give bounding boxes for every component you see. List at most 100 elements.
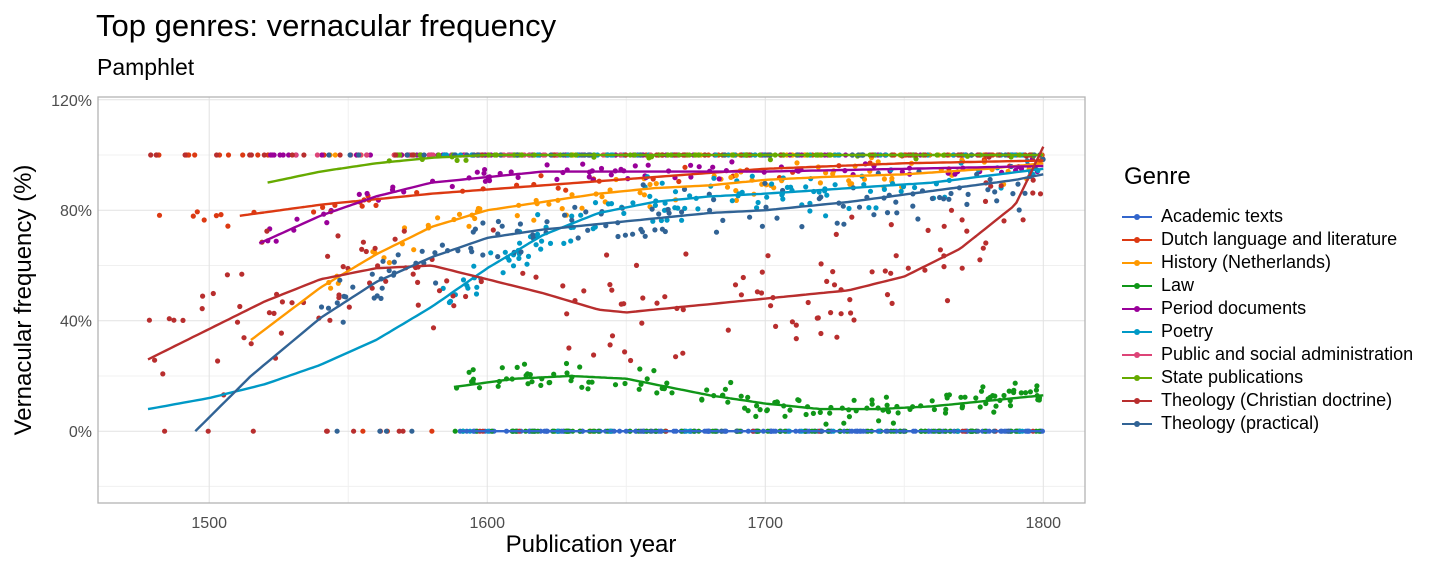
legend-item-state-publications: State publications: [1122, 366, 1303, 389]
poetry-point: [488, 250, 494, 256]
poetry-point: [873, 205, 879, 211]
law-point: [1033, 387, 1039, 393]
dutch-language-and-literature-point: [213, 213, 219, 219]
state-publications-fit-line: [267, 153, 1044, 184]
theology-practical-point: [630, 231, 636, 237]
state-publications-point: [454, 157, 460, 163]
poetry-point: [621, 210, 627, 216]
theology-practical-point: [992, 189, 998, 195]
y-tick-label: 40%: [60, 314, 92, 331]
theology-practical-point: [774, 215, 780, 221]
theology-christian-doctrine-point: [444, 278, 450, 284]
law-point: [782, 413, 788, 419]
poetry-point: [749, 173, 755, 179]
history-netherlands-point: [514, 213, 520, 219]
history-netherlands-point: [569, 192, 575, 198]
theology-christian-doctrine-point: [834, 334, 840, 340]
theology-christian-doctrine-point: [683, 251, 689, 257]
period-documents-point: [482, 178, 488, 184]
legend-item-theology-practical: Theology (practical): [1122, 412, 1319, 435]
poetry-point: [538, 246, 544, 252]
dutch-language-and-literature-point: [311, 209, 317, 215]
history-netherlands-point: [411, 247, 417, 253]
theology-christian-doctrine-point: [199, 306, 205, 312]
theology-practical-point: [495, 218, 501, 225]
theology-practical-point: [615, 233, 621, 240]
law-point: [885, 409, 892, 415]
law-point: [973, 395, 979, 401]
period-documents-point: [632, 163, 638, 169]
law-point: [978, 388, 985, 394]
theology-christian-doctrine-point: [224, 272, 230, 278]
theology-practical-point: [432, 250, 438, 256]
history-netherlands-point: [647, 181, 653, 188]
history-netherlands-point: [475, 205, 481, 212]
theology-christian-doctrine-point: [847, 297, 853, 303]
law-point: [846, 414, 853, 420]
dutch-language-and-literature-point: [192, 152, 198, 158]
theology-practical-point: [639, 229, 646, 235]
law-point: [564, 370, 570, 376]
theology-christian-doctrine-point: [266, 310, 272, 316]
theology-practical-point: [622, 232, 629, 238]
x-tick-label: 1600: [469, 515, 505, 532]
theology-practical-point: [640, 182, 646, 188]
theology-practical-point: [665, 206, 671, 213]
legend-key: [1122, 299, 1152, 319]
law-point: [589, 379, 595, 385]
legend-item-law: Law: [1122, 274, 1194, 297]
dutch-language-and-literature-point: [225, 152, 232, 158]
theology-practical-point: [325, 305, 332, 311]
theology-christian-doctrine-point: [833, 231, 839, 237]
period-documents-point: [598, 165, 605, 172]
theology-practical-point: [356, 152, 362, 158]
theology-christian-doctrine-point: [214, 152, 220, 158]
law-point: [817, 409, 823, 415]
law-point: [523, 372, 529, 379]
poetry-point: [912, 184, 918, 191]
theology-christian-doctrine-point: [325, 253, 331, 259]
theology-practical-point: [472, 226, 478, 232]
law-point: [636, 386, 642, 392]
theology-practical-point: [1015, 181, 1021, 187]
theology-christian-doctrine-point: [959, 265, 965, 271]
law-point: [869, 401, 875, 407]
public-and-social-administration-point: [314, 152, 320, 158]
history-netherlands-point: [637, 190, 643, 196]
theology-practical-point: [480, 252, 486, 258]
theology-practical-point: [929, 195, 936, 202]
dutch-language-and-literature-point: [201, 217, 207, 223]
law-point: [980, 384, 986, 390]
theology-christian-doctrine-point: [490, 227, 496, 233]
theology-christian-doctrine-point: [759, 269, 765, 275]
law-point: [704, 387, 710, 393]
theology-christian-doctrine-point: [830, 269, 836, 275]
period-documents-point: [544, 162, 550, 168]
history-netherlands-point: [724, 184, 731, 190]
poetry-point: [679, 217, 685, 223]
legend-label: Public and social administration: [1161, 344, 1414, 364]
history-netherlands-point: [733, 188, 739, 194]
period-documents-point: [952, 171, 958, 177]
law-point: [551, 371, 557, 377]
legend-item-history-netherlands: History (Netherlands): [1122, 251, 1331, 274]
theology-christian-doctrine-point: [327, 317, 333, 323]
dutch-language-and-literature-point: [190, 213, 196, 219]
theology-practical-point: [419, 248, 425, 254]
poetry-point: [533, 242, 539, 248]
law-point: [654, 390, 660, 396]
theology-christian-doctrine-point: [346, 304, 352, 310]
poetry-point: [440, 285, 446, 291]
theology-christian-doctrine-point: [363, 248, 369, 255]
law-point: [722, 386, 729, 392]
law-point: [725, 399, 731, 405]
theology-christian-doctrine-point: [383, 278, 389, 284]
theology-practical-point: [334, 300, 340, 306]
law-point: [728, 379, 734, 386]
legend-key: [1122, 207, 1152, 227]
law-point: [742, 405, 748, 411]
law-point: [890, 420, 897, 426]
theology-christian-doctrine-point: [324, 428, 330, 434]
period-documents-point: [688, 174, 694, 180]
theology-practical-point: [937, 194, 943, 201]
